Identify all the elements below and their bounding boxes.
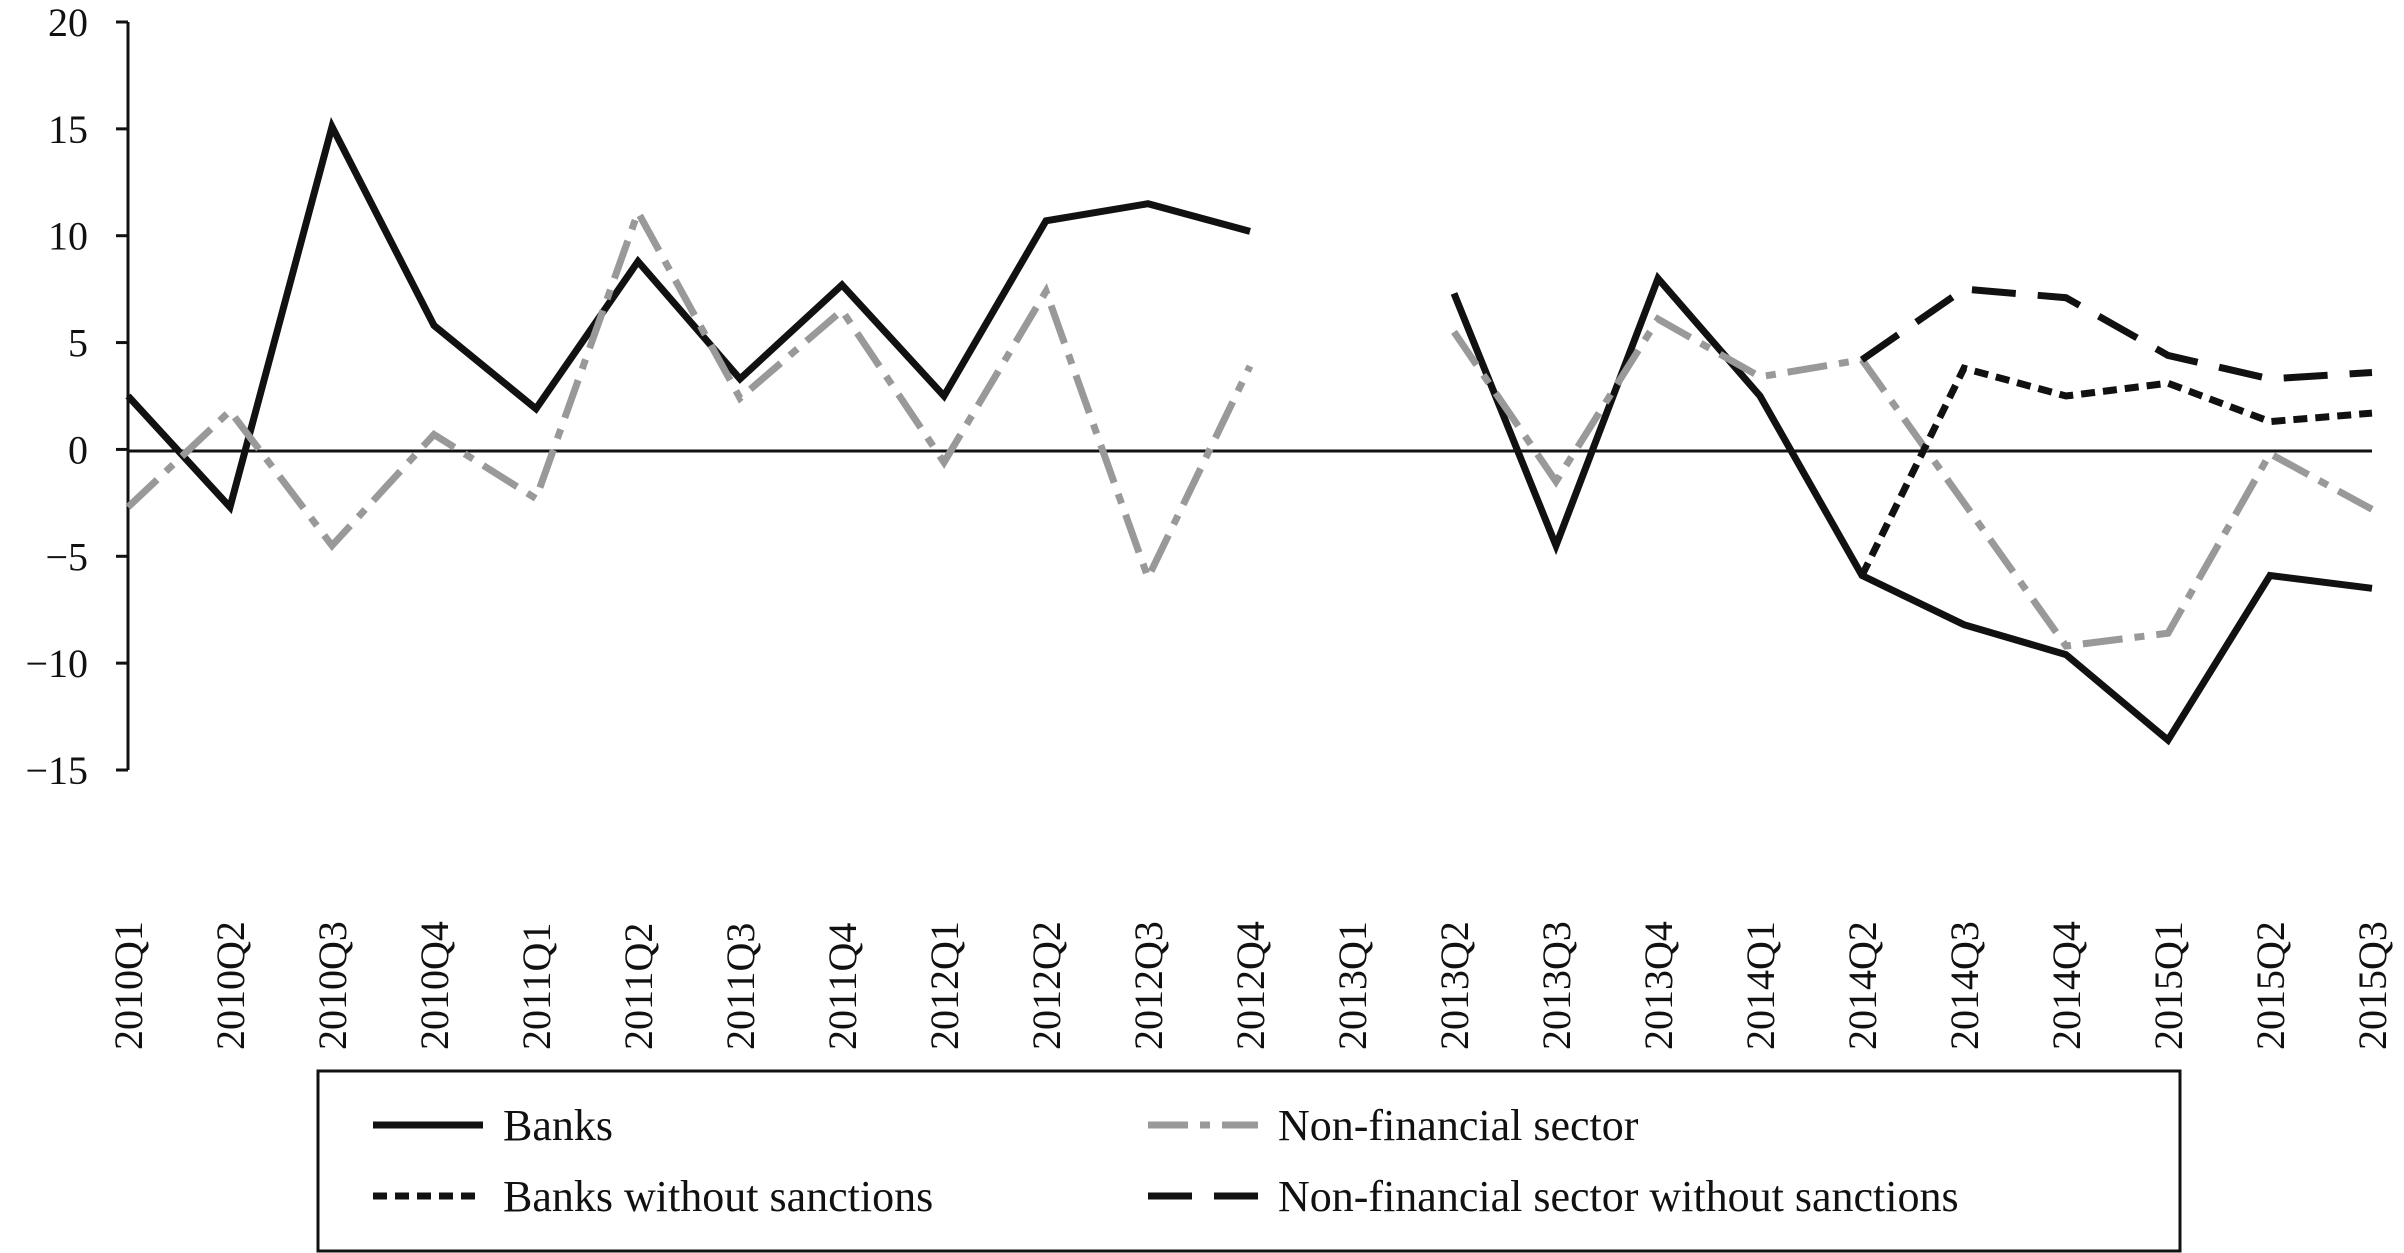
y-tick-label: 5	[68, 321, 88, 366]
y-tick-label: −5	[45, 534, 88, 579]
x-tick-label: 2010Q2	[208, 921, 253, 1050]
series-line-non-financial-sector	[125, 203, 1254, 587]
series-line-banks	[125, 117, 1251, 515]
x-tick-label: 2012Q1	[922, 921, 967, 1050]
x-tick-label: 2013Q1	[1330, 921, 1375, 1050]
x-tick-label: 2012Q3	[1126, 921, 1171, 1050]
y-tick-label: −15	[25, 748, 88, 793]
x-tick-label: 2015Q2	[2248, 921, 2293, 1050]
x-tick-label: 2010Q3	[310, 921, 355, 1050]
x-tick-label: 2013Q2	[1432, 921, 1477, 1050]
x-tick-label: 2010Q4	[412, 921, 457, 1050]
x-tick-label: 2011Q4	[820, 923, 865, 1050]
x-tick-label: 2014Q4	[2044, 921, 2089, 1050]
series-line-banks	[1450, 271, 2373, 746]
y-tick-label: 10	[48, 214, 88, 259]
legend-label-banks-ws: Banks without sanctions	[503, 1172, 933, 1221]
x-ticks: 2010Q1 2010Q2 2010Q3 2010Q4 2011Q1 2011Q2 2011…	[106, 921, 2395, 1050]
y-tick-label: 20	[48, 0, 88, 45]
x-tick-label: 2014Q3	[1942, 921, 1987, 1050]
x-tick-label: 2010Q1	[106, 921, 151, 1050]
x-tick-label: 2012Q2	[1024, 921, 1069, 1050]
x-tick-label: 2015Q1	[2146, 921, 2191, 1050]
x-tick-label: 2011Q2	[616, 923, 661, 1050]
legend: Banks Non-financial sector Banks without…	[316, 1069, 2182, 1253]
x-tick-label: 2014Q1	[1738, 921, 1783, 1050]
legend-box	[316, 1069, 2182, 1253]
legend-label-nonfin-ws: Non-financial sector without sanctions	[1278, 1172, 1959, 1221]
series-line-non-financial-sector	[1451, 314, 2374, 650]
x-tick-label: 2011Q1	[514, 923, 559, 1050]
y-tick-label: −10	[25, 641, 88, 686]
x-tick-label: 2012Q4	[1228, 921, 1273, 1050]
x-tick-label: 2014Q2	[1840, 921, 1885, 1050]
y-tick-label: 15	[48, 107, 88, 152]
series-line-banks-without-sanctions	[1858, 364, 2373, 578]
legend-label-banks: Banks	[503, 1101, 613, 1150]
series-line-non-financial-sector-without-sanctions	[1860, 285, 2373, 383]
legend-label-nonfin: Non-financial sector	[1278, 1101, 1639, 1150]
x-tick-label: 2015Q3	[2350, 921, 2395, 1050]
y-tick-label: 0	[68, 427, 88, 472]
x-tick-label: 2013Q4	[1636, 921, 1681, 1050]
x-tick-label: 2011Q3	[718, 923, 763, 1050]
y-ticks: 20 15 10 5 0 −5 −10 −15	[25, 0, 128, 793]
x-tick-label: 2013Q3	[1534, 921, 1579, 1050]
series-lines	[125, 117, 2374, 746]
